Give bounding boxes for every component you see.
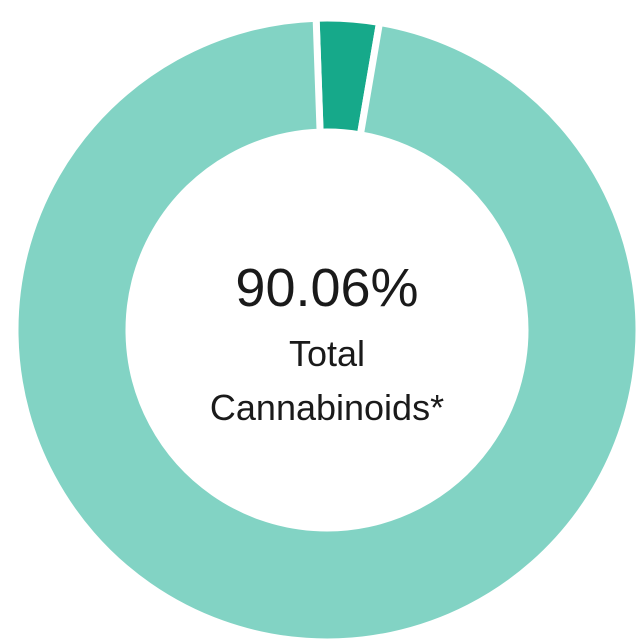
donut-slice-2 [11,14,639,643]
center-label-line2: Cannabinoids* [210,387,444,428]
center-label-line1: Total [289,333,365,374]
donut-slices [11,14,639,643]
center-value: 90.06% [235,258,418,318]
